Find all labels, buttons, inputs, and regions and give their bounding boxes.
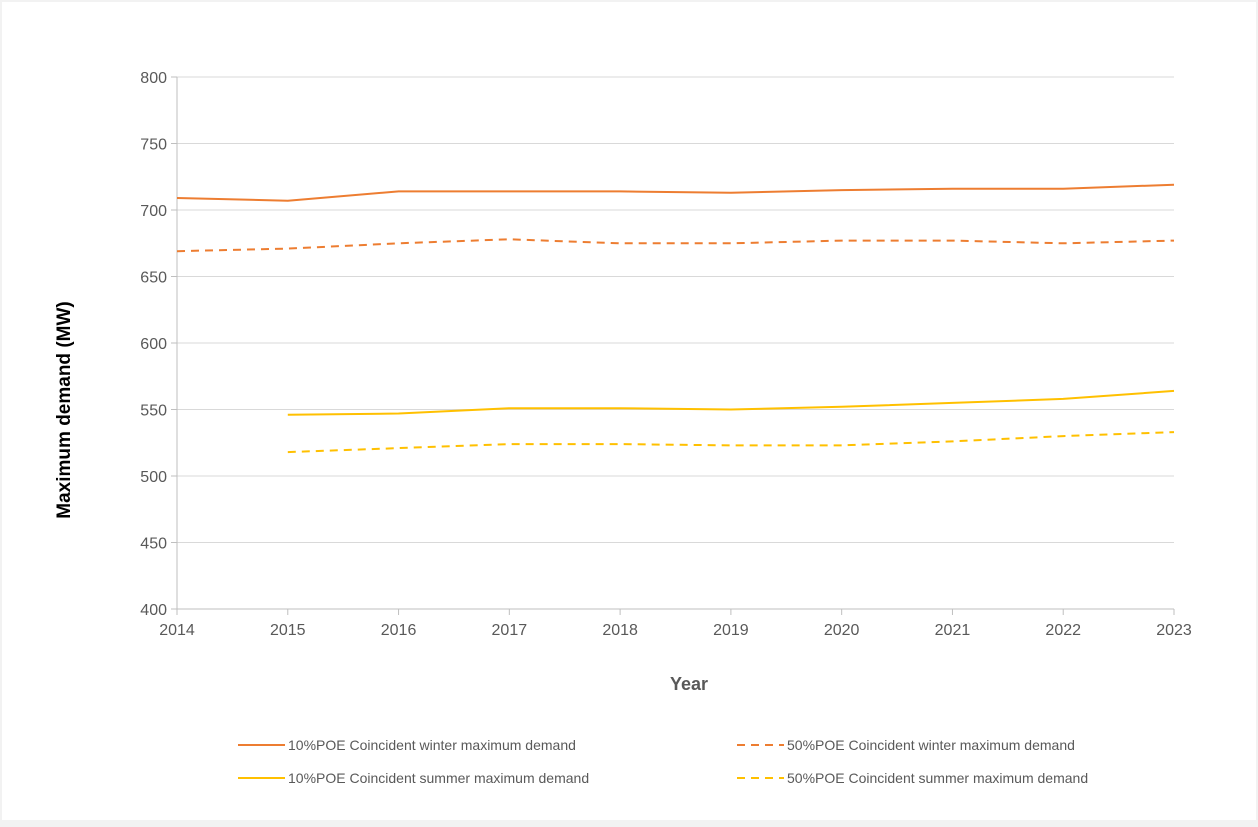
y-tick-label: 750 bbox=[140, 137, 167, 154]
series-line-2 bbox=[176, 238, 1175, 253]
series-line-3 bbox=[287, 389, 1175, 416]
y-tick-label: 550 bbox=[140, 403, 167, 420]
legend-box bbox=[188, 726, 1188, 796]
x-tick-label: 2015 bbox=[270, 622, 306, 639]
x-tick-label: 2018 bbox=[602, 622, 638, 639]
y-axis-label: Maximum demand (MW) bbox=[54, 301, 75, 518]
axes: 400 450 500 550 600 650 700 750 800 2014 2015 2016 2… bbox=[140, 70, 1192, 639]
y-tick-label: 450 bbox=[140, 536, 167, 553]
series-line-1 bbox=[176, 183, 1175, 202]
y-tick-label: 600 bbox=[140, 336, 167, 353]
legend-label-2: 50%POE Coincident winter maximum demand bbox=[787, 737, 1075, 753]
y-tick-label: 800 bbox=[140, 70, 167, 87]
series-line-4 bbox=[287, 431, 1175, 454]
x-tick-label: 2016 bbox=[381, 622, 417, 639]
x-tick-label: 2014 bbox=[159, 622, 195, 639]
y-tick-label: 650 bbox=[140, 270, 167, 287]
legend-label-3: 10%POE Coincident summer maximum demand bbox=[288, 770, 589, 786]
x-tick-label: 2019 bbox=[713, 622, 749, 639]
x-axis-label: Year bbox=[670, 674, 708, 694]
legend-label-4: 50%POE Coincident summer maximum demand bbox=[787, 770, 1088, 786]
series-lines bbox=[176, 183, 1175, 454]
x-tick-label: 2023 bbox=[1156, 622, 1192, 639]
y-tick-label: 500 bbox=[140, 469, 167, 486]
x-tick-label: 2017 bbox=[492, 622, 528, 639]
y-tick-label: 400 bbox=[140, 602, 167, 619]
legend-label-1: 10%POE Coincident winter maximum demand bbox=[288, 737, 576, 753]
x-tick-label: 2022 bbox=[1045, 622, 1081, 639]
legend: 10%POE Coincident winter maximum demand 5… bbox=[238, 737, 1088, 786]
y-tick-label: 700 bbox=[140, 203, 167, 220]
x-tick-label: 2021 bbox=[935, 622, 971, 639]
x-tick-label: 2020 bbox=[824, 622, 860, 639]
